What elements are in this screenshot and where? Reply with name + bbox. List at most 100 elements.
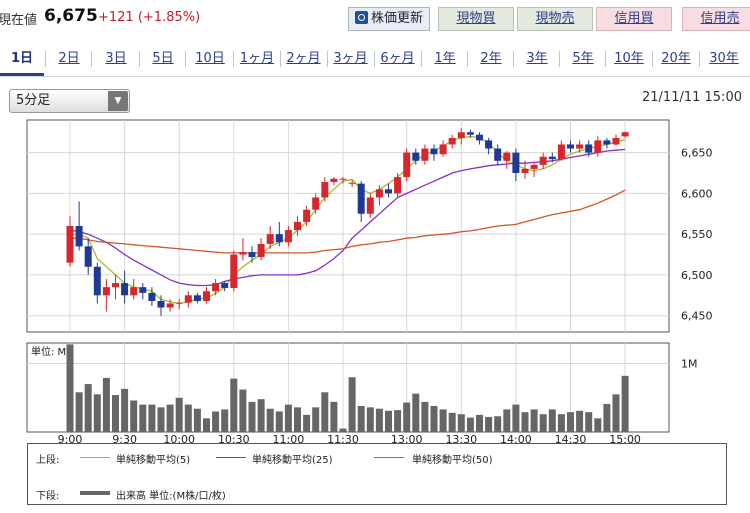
volume-bar (330, 401, 338, 432)
candle-body (403, 152, 411, 178)
volume-bar (394, 410, 402, 432)
volume-bar (485, 416, 493, 432)
tab-5y[interactable]: 5年 (572, 51, 594, 66)
volume-bar (84, 384, 92, 432)
volume-bar (439, 409, 447, 432)
volume-bar (184, 404, 192, 432)
x-tick-label: 11:30 (327, 433, 359, 446)
tab-5d[interactable]: 5日 (152, 51, 174, 66)
volume-bar (457, 414, 465, 432)
legend-volume: 出来高 単位:(M株/口/枚) (116, 491, 226, 502)
y-tick-label: 6,600 (681, 187, 713, 200)
candle-body (375, 189, 383, 198)
volume-bar (339, 428, 347, 432)
volume-bar (166, 404, 174, 432)
refresh-price-button[interactable]: 株価更新 (348, 7, 430, 31)
candle-body (621, 132, 629, 137)
candle-body (430, 148, 438, 155)
x-tick-label: 9:00 (58, 433, 83, 446)
volume-bar (530, 409, 538, 432)
volume-bar (212, 411, 220, 432)
volume-bar (621, 375, 629, 432)
spot-sell-button[interactable]: 現物売 (517, 7, 593, 31)
candle-body (221, 283, 229, 288)
candle-body (230, 254, 238, 288)
candle-body (494, 148, 502, 161)
tab-1m[interactable]: 1ヶ月 (239, 51, 275, 66)
volume-y-tick-label: 1M (681, 358, 698, 371)
volume-bar (385, 410, 392, 432)
ma-line-5 (70, 135, 626, 305)
x-tick-label: 13:30 (445, 433, 477, 446)
volume-bar (112, 395, 119, 432)
volume-bar (512, 404, 520, 432)
legend-ma25: 単純移動平均(25) (252, 455, 333, 466)
volume-bar (548, 409, 556, 432)
tab-10d[interactable]: 10日 (195, 51, 225, 66)
volume-bar (248, 401, 256, 432)
x-tick-label: 10:30 (218, 433, 250, 446)
candle-body (485, 140, 493, 149)
volume-bar (130, 400, 138, 432)
tab-30y[interactable]: 30年 (709, 51, 739, 66)
triangle-down-icon[interactable]: ▼ (108, 91, 128, 111)
tab-2y[interactable]: 2年 (480, 51, 502, 66)
candle-body (339, 178, 347, 180)
volume-bar (403, 402, 411, 432)
candle-body (594, 140, 602, 153)
volume-bar (230, 378, 238, 432)
margin-buy-button[interactable]: 信用買 (596, 7, 672, 31)
candle-body (257, 243, 265, 257)
spot-buy-button[interactable]: 現物買 (438, 7, 514, 31)
tab-3d[interactable]: 3日 (105, 51, 127, 66)
x-tick-label: 15:00 (609, 433, 641, 446)
volume-bar (476, 414, 483, 432)
candle-body (548, 156, 556, 160)
y-tick-label: 6,500 (681, 269, 713, 282)
tab-3y[interactable]: 3年 (526, 51, 548, 66)
candle-body (366, 197, 374, 214)
candle-body (439, 144, 447, 155)
volume-bar (66, 344, 74, 432)
candle-body (357, 183, 365, 214)
candle-body (139, 287, 147, 293)
volume-unit-label: 単位: M (31, 345, 66, 358)
volume-bar (576, 410, 584, 432)
tab-10y[interactable]: 10年 (614, 51, 644, 66)
volume-bar (494, 416, 502, 432)
volume-bar (93, 394, 101, 432)
candle-body (166, 303, 174, 308)
candle-body (66, 226, 74, 263)
margin-sell-button[interactable]: 信用売 (682, 7, 750, 31)
candle-body (248, 252, 256, 257)
tab-2d[interactable]: 2日 (58, 51, 80, 66)
tab-2m[interactable]: 2ヶ月 (286, 51, 321, 66)
volume-bar (175, 397, 183, 432)
volume-bar (348, 377, 356, 432)
interval-selected-value: 5分足 (16, 93, 51, 108)
tab-1y[interactable]: 1年 (434, 51, 456, 66)
volume-bar (148, 404, 156, 432)
tab-6m[interactable]: 6ヶ月 (380, 51, 415, 66)
x-tick-label: 14:30 (555, 433, 587, 446)
volume-bar (266, 408, 274, 432)
legend: 上段: 単純移動平均(5) 単純移動平均(25) 単純移動平均(50) 下段: … (27, 443, 727, 505)
volume-bar (221, 409, 229, 432)
volume-bar (503, 409, 511, 432)
candle-body (457, 132, 465, 138)
candle-body (93, 266, 101, 296)
volume-bar (312, 407, 320, 432)
volume-bar (366, 407, 374, 432)
tab-20y[interactable]: 20年 (661, 51, 691, 66)
volume-bar (257, 399, 265, 432)
tab-3m[interactable]: 3ヶ月 (333, 51, 368, 66)
legend-upper-label: 上段: (36, 455, 60, 466)
volume-bar (275, 411, 283, 432)
x-tick-label: 9:30 (112, 433, 137, 446)
candle-body (394, 177, 402, 194)
candle-body (312, 197, 320, 210)
candle-body (102, 287, 110, 296)
tab-1d[interactable]: 1日 (0, 40, 44, 76)
interval-select[interactable]: 5分足 ▼ (9, 89, 130, 113)
